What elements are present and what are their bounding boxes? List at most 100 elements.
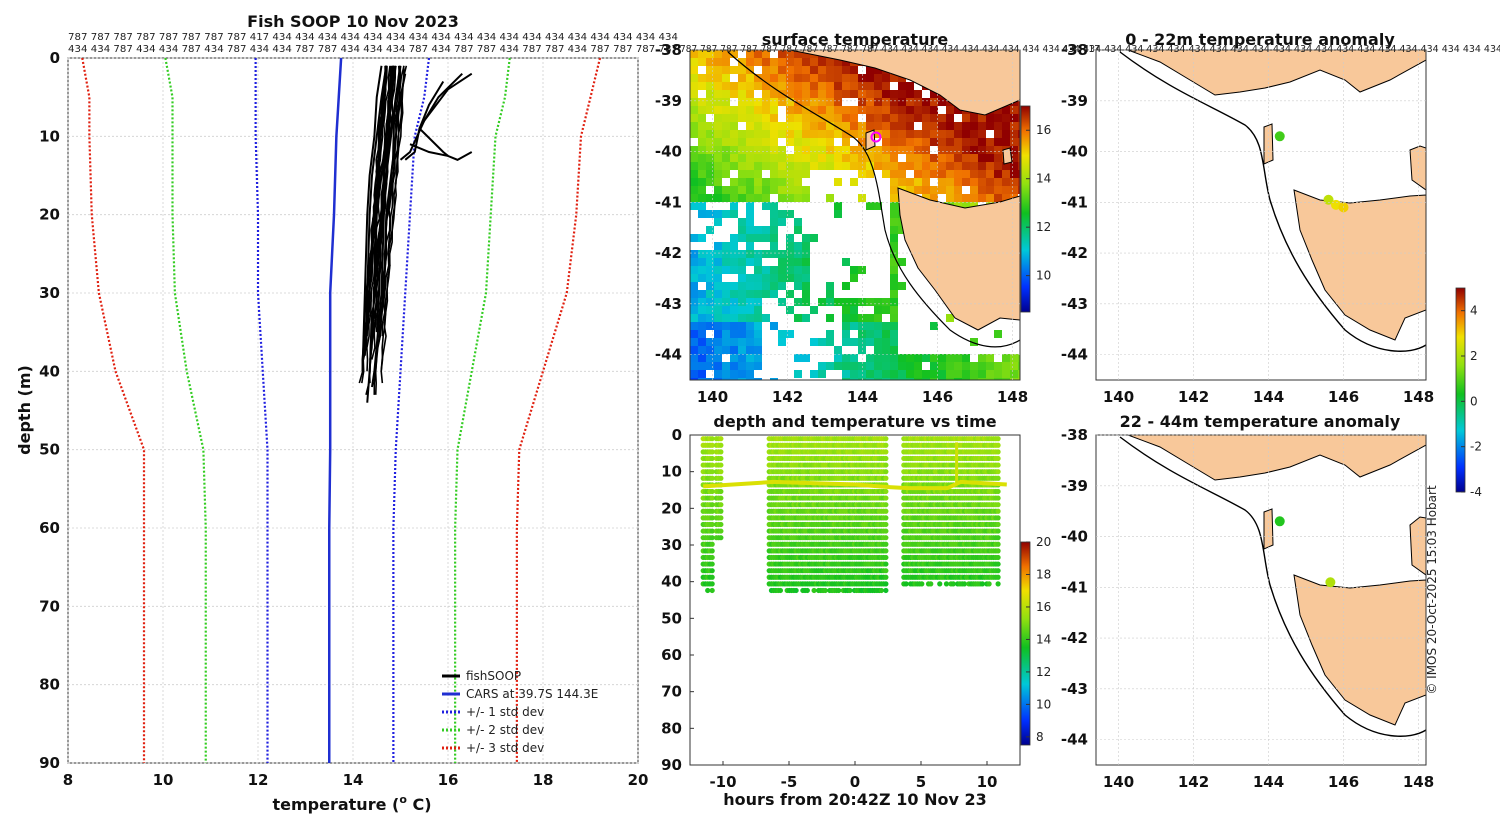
sst-cell <box>698 162 706 170</box>
sst-cell <box>810 138 818 146</box>
sst-cell <box>954 178 962 186</box>
sst-cell <box>730 242 738 250</box>
sst-cell <box>754 266 762 274</box>
sst-cell <box>714 210 722 218</box>
sst-cell <box>842 82 850 90</box>
sst-cell <box>1010 154 1018 162</box>
sst-cell <box>746 82 754 90</box>
sst-cell <box>834 106 842 114</box>
sst-cell <box>786 58 794 66</box>
sst-cell <box>850 314 858 322</box>
sst-cell <box>754 338 762 346</box>
time-x-label: hours from 20:42Z 10 Nov 23 <box>723 790 986 809</box>
sst-cell <box>730 82 738 90</box>
sst-cell <box>770 242 778 250</box>
sst-cell <box>906 154 914 162</box>
profile-y-tick-label: 90 <box>39 754 60 772</box>
time-dot <box>950 581 956 587</box>
anomaly1-top-row: 434 434 434 434 434 434 434 434 434 434 … <box>1062 44 1500 55</box>
sst-cell <box>890 186 898 194</box>
sst-cell <box>698 354 706 362</box>
sst-cell <box>890 138 898 146</box>
sst-cell <box>834 178 842 186</box>
sst-cell <box>706 210 714 218</box>
sst-cell <box>730 370 738 378</box>
sst-cell <box>794 194 802 202</box>
time-dot <box>718 469 724 475</box>
anomaly2-land-victoria <box>1127 435 1426 481</box>
sst-cell <box>802 170 810 178</box>
sst-cell <box>818 90 826 98</box>
sst-cell <box>842 90 850 98</box>
time-y-tick-label: 20 <box>661 499 682 517</box>
sst-cell <box>890 74 898 82</box>
sst-cell <box>898 282 906 290</box>
sst-cell <box>730 378 738 380</box>
sst-cell <box>722 314 730 322</box>
sst-cell <box>802 282 810 290</box>
sst-cell <box>922 186 930 194</box>
sst-cell <box>786 250 794 258</box>
sst-cell <box>690 322 698 330</box>
profile-y-tick-label: 80 <box>39 676 60 694</box>
sst-cell <box>722 66 730 74</box>
sst-cell <box>690 106 698 114</box>
sst-cell <box>786 98 794 106</box>
sst-cell <box>714 306 722 314</box>
sst-cell <box>698 170 706 178</box>
time-panel: -10 -5 0 5 10 0 10 20 30 40 50 60 70 80 90 depth and t… <box>661 412 1051 809</box>
sst-cell <box>810 306 818 314</box>
sst-cell <box>698 178 706 186</box>
sst-cell <box>890 242 898 250</box>
sst-cell <box>826 130 834 138</box>
time-dot <box>883 535 889 541</box>
sst-cell <box>722 50 730 58</box>
sst-cell <box>722 106 730 114</box>
sst-cell <box>738 266 746 274</box>
sst-cell <box>1002 162 1010 170</box>
sst-cell <box>738 58 746 66</box>
sst-cell <box>1002 362 1010 370</box>
sst-cell <box>802 90 810 98</box>
sst-cell <box>826 314 834 322</box>
sst-cell <box>698 122 706 130</box>
sst-cell <box>778 274 786 282</box>
sst-cell <box>730 290 738 298</box>
sst-cell <box>746 58 754 66</box>
sst-cell <box>962 130 970 138</box>
time-dot <box>878 587 885 594</box>
profile-series-line <box>81 58 146 763</box>
sst-cell <box>770 170 778 178</box>
time-dot <box>883 469 889 475</box>
sst-cell <box>882 322 890 330</box>
time-dot <box>718 535 724 541</box>
sst-cell <box>738 306 746 314</box>
sst-cell <box>1002 122 1010 130</box>
sst-cell <box>714 274 722 282</box>
sst-cell <box>698 362 706 370</box>
sst-cell <box>874 298 882 306</box>
sst-cell <box>850 130 858 138</box>
map-y-tick-label: -43 <box>1061 680 1088 698</box>
anomaly1-panel: 140 142 144 146 148-38-39-40-41-42-43-44 0 -… <box>1061 30 1500 499</box>
sst-cell <box>882 114 890 122</box>
sst-cell <box>786 162 794 170</box>
sst-cell <box>730 306 738 314</box>
sst-cell <box>866 74 874 82</box>
sst-cell <box>954 378 962 380</box>
sst-cell <box>770 58 778 66</box>
sst-cell <box>698 186 706 194</box>
sst-cell <box>698 338 706 346</box>
sst-cell <box>850 154 858 162</box>
sst-cell <box>850 338 858 346</box>
anomaly1-land-tasmania <box>1293 189 1426 341</box>
sst-cell <box>698 378 706 380</box>
sst-cell <box>802 122 810 130</box>
sst-cell <box>690 370 698 378</box>
time-dot <box>822 587 828 594</box>
sst-cell <box>754 162 762 170</box>
sst-cell <box>898 98 906 106</box>
sst-cell <box>962 202 970 210</box>
sst-cell <box>834 202 842 210</box>
sst-cell <box>962 162 970 170</box>
